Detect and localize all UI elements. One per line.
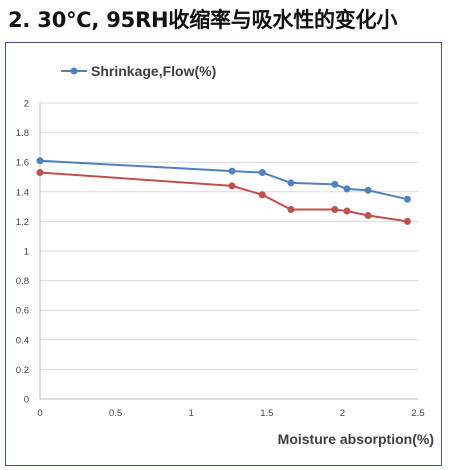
y-tick-label: 1.8 [16, 128, 29, 139]
x-tick-label: 2 [340, 408, 345, 419]
data-point [258, 169, 266, 177]
page-title: 2. 30℃, 95RH收缩率与吸水性的变化小 [8, 8, 398, 32]
y-tick-label: 0 [24, 395, 29, 406]
data-point [36, 157, 44, 165]
legend: Shrinkage,Flow(%) [61, 63, 216, 79]
series-2 [36, 169, 411, 225]
series-line [39, 171, 408, 223]
data-point [403, 217, 411, 225]
x-tick-label: 1 [189, 408, 194, 419]
y-tick-label: 0.8 [16, 276, 29, 287]
x-tick-label: 0.5 [109, 408, 122, 419]
data-point [228, 167, 236, 175]
data-point [364, 186, 372, 194]
y-tick-label: 0.4 [16, 335, 29, 346]
series [36, 157, 411, 225]
y-tick-label: 1.4 [16, 187, 29, 198]
data-point [331, 206, 339, 214]
data-point [343, 207, 351, 215]
data-point [343, 185, 351, 193]
data-point [36, 169, 44, 177]
x-tick-labels: 0 0.5 1 1.5 2 2.5 [37, 408, 424, 419]
y-tick-label: 2 [24, 99, 29, 110]
grid-lines [40, 102, 418, 370]
data-point [228, 182, 236, 190]
data-point [287, 179, 295, 187]
y-tick-label: 1 [24, 247, 29, 258]
data-point [287, 206, 295, 214]
series-1 [36, 157, 411, 203]
data-point [258, 191, 266, 199]
y-tick-label: 0.6 [16, 306, 29, 317]
axes [39, 103, 418, 400]
x-axis-title: Moisture absorption(%) [278, 431, 434, 447]
chart-frame [5, 42, 442, 466]
series-line [39, 159, 408, 201]
y-tick-labels: 0 0.2 0.4 0.6 0.8 1 1.2 1.4 1.6 1.8 2 [16, 99, 29, 406]
y-tick-label: 1.2 [16, 217, 29, 228]
y-tick-label: 1.6 [16, 158, 29, 169]
y-tick-label: 0.2 [16, 365, 29, 376]
legend-label: Shrinkage,Flow(%) [91, 63, 216, 79]
data-point [331, 180, 339, 188]
legend-marker-icon [70, 67, 78, 75]
x-tick-label: 1.5 [260, 408, 273, 419]
data-point [403, 195, 411, 203]
x-tick-label: 2.5 [411, 408, 424, 419]
x-tick-label: 0 [37, 408, 42, 419]
data-point [364, 211, 372, 219]
